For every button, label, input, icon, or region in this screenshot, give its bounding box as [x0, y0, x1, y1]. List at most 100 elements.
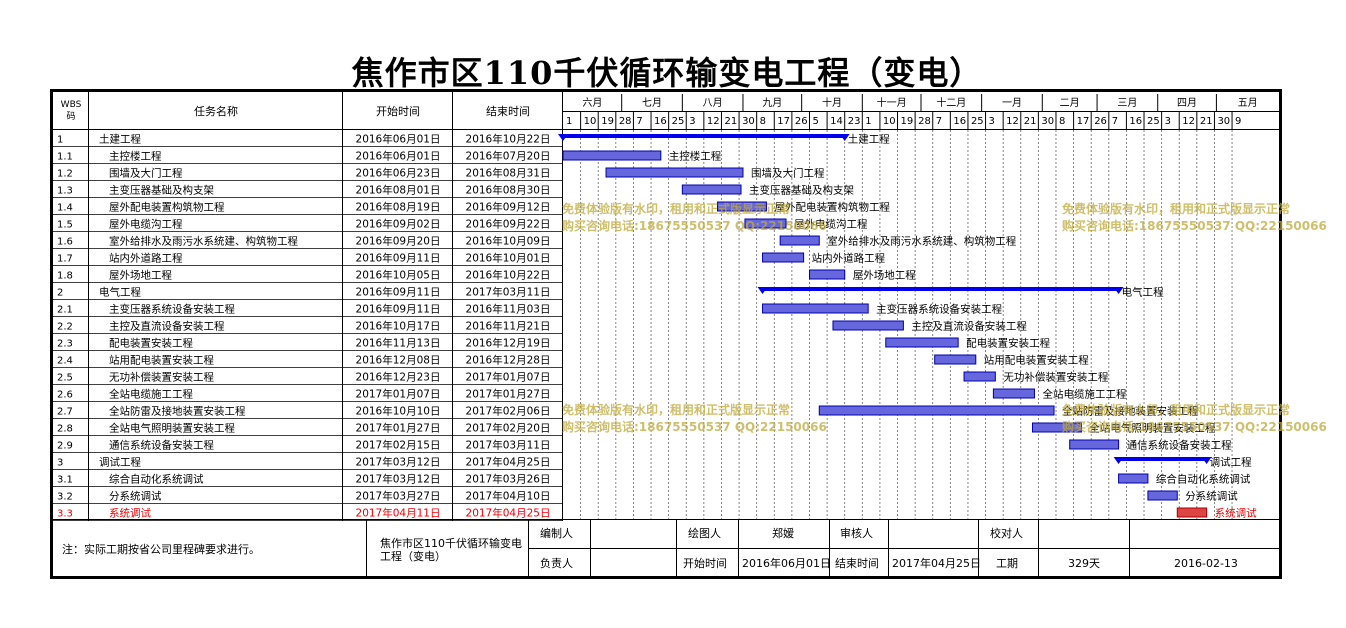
- week-tick-label: 16: [953, 116, 966, 127]
- month-label: 二月: [1060, 97, 1080, 109]
- task-name: 土建工程: [99, 133, 141, 146]
- bar-label: 主控及直流设备安装工程: [911, 320, 1027, 333]
- month-label: 三月: [1117, 97, 1137, 109]
- header-task-name: 任务名称: [194, 104, 238, 118]
- task-start: 2017年02月15日: [356, 439, 441, 452]
- gantt-frame: WBS 码任务名称 开始时间 结束时间 六月 七月 八月 九月 十月 十一月 十二月 一月 二月 三月 四月…: [50, 89, 1282, 579]
- task-name: 配电装置安装工程: [109, 337, 193, 350]
- task-name: 全站电气照明装置安装工程: [109, 422, 235, 435]
- task-name: 主变压器系统设备安装工程: [109, 303, 235, 316]
- task-bar: [832, 320, 904, 331]
- task-bar: [605, 167, 744, 178]
- week-tick-label: 16: [654, 116, 667, 127]
- bar-label: 全站防雷及接地装置安装工程: [1062, 405, 1199, 418]
- task-end: 2017年03月11日: [466, 286, 551, 299]
- week-tick-label: 9: [1235, 116, 1241, 127]
- task-name: 通信系统设备安装工程: [109, 439, 214, 452]
- drawer-label: 绘图人: [688, 527, 721, 540]
- task-start: 2017年01月27日: [356, 422, 441, 435]
- task-end: 2016年09月12日: [466, 201, 551, 214]
- task-bar: [1032, 422, 1082, 433]
- bar-label: 配电装置安装工程: [966, 337, 1050, 350]
- task-wbs: 2.5: [57, 373, 73, 384]
- task-bar: [681, 184, 742, 195]
- week-tick-label: 8: [1059, 116, 1065, 127]
- summary-bar: [762, 287, 1119, 291]
- month-label: 五月: [1238, 97, 1258, 109]
- task-wbs: 2.1: [57, 305, 73, 316]
- start-label: 开始时间: [683, 557, 727, 570]
- week-tick-label: 21: [724, 116, 737, 127]
- bar-label: 室外给排水及雨污水系统建、构筑物工程: [827, 235, 1016, 248]
- task-start: 2017年03月27日: [356, 490, 441, 503]
- task-wbs: 1: [57, 135, 63, 146]
- bar-label: 站内外道路工程: [812, 252, 886, 265]
- task-name: 全站防雷及接地装置安装工程: [109, 405, 246, 418]
- bar-label: 主控楼工程: [669, 150, 722, 163]
- week-tick-label: 7: [636, 116, 642, 127]
- footer-grid: [50, 519, 1282, 579]
- week-tick-label: 23: [848, 116, 861, 127]
- month-label: 十一月: [877, 96, 907, 109]
- task-name: 综合自动化系统调试: [109, 473, 204, 486]
- footer-table: 注：实际工期按省公司里程碑要求进行。 焦作市区110千伏循环输变电工程（变电） …: [50, 519, 1282, 579]
- week-tick-label: 25: [1147, 116, 1160, 127]
- task-end: 2016年11月21日: [466, 320, 551, 333]
- task-bar: [818, 405, 1055, 416]
- week-tick-label: 10: [584, 116, 597, 127]
- task-end: 2016年10月22日: [466, 269, 551, 282]
- bar-label: 调试工程: [1210, 457, 1252, 469]
- duration-value: 329天: [1068, 557, 1100, 570]
- task-wbs: 1.5: [57, 220, 73, 231]
- task-start: 2016年10月10日: [356, 405, 441, 418]
- task-end: 2016年10月09日: [466, 235, 551, 248]
- task-name: 屋外电缆沟工程: [109, 218, 183, 231]
- header-wbs-2: 码: [66, 111, 75, 122]
- date-value: 2016-02-13: [1174, 557, 1238, 570]
- task-bar: [762, 252, 805, 263]
- task-wbs: 2.2: [57, 322, 73, 333]
- week-tick-label: 3: [689, 116, 695, 127]
- month-label: 十二月: [936, 96, 966, 109]
- week-tick-label: 25: [971, 116, 984, 127]
- task-bar: [1118, 473, 1149, 484]
- task-start: 2016年09月20日: [356, 235, 441, 248]
- summary-end-cap: [1201, 457, 1212, 464]
- task-start: 2016年06月01日: [356, 150, 441, 163]
- duration-label: 工期: [996, 557, 1018, 570]
- week-tick-label: 28: [619, 116, 632, 127]
- task-bar: [992, 388, 1035, 399]
- task-wbs: 2.4: [57, 356, 73, 367]
- bar-label: 屋外场地工程: [853, 269, 916, 282]
- week-tick-label: 5: [812, 116, 818, 127]
- task-bar: [744, 218, 787, 229]
- task-wbs: 1.1: [57, 152, 73, 163]
- task-name: 系统调试: [109, 507, 151, 520]
- task-end: 2016年12月28日: [466, 354, 551, 367]
- task-start: 2016年12月23日: [356, 371, 441, 384]
- week-tick-label: 30: [1217, 116, 1230, 127]
- month-label: 九月: [762, 97, 782, 109]
- task-name: 电气工程: [99, 286, 141, 299]
- task-wbs: 3.2: [57, 492, 73, 503]
- task-end: 2016年07月20日: [466, 150, 551, 163]
- task-wbs: 2.6: [57, 390, 73, 401]
- bar-label: 综合自动化系统调试: [1156, 473, 1251, 486]
- month-label: 四月: [1177, 97, 1197, 109]
- week-tick-label: 19: [601, 116, 614, 127]
- task-end: 2017年04月25日: [466, 456, 551, 469]
- task-start: 2016年06月01日: [356, 133, 441, 146]
- week-tick-label: 7: [936, 116, 942, 127]
- bar-label: 主变压器基础及构支架: [749, 184, 854, 197]
- month-label: 十月: [822, 96, 842, 109]
- task-name: 屋外场地工程: [109, 269, 172, 282]
- bar-label: 分系统调试: [1185, 490, 1238, 503]
- task-start: 2016年09月02日: [356, 218, 441, 231]
- task-wbs: 1.2: [57, 169, 73, 180]
- summary-bar: [1118, 457, 1207, 461]
- task-name: 无功补偿装置安装工程: [109, 371, 214, 384]
- month-label: 七月: [642, 97, 662, 109]
- task-start: 2017年03月12日: [356, 456, 441, 469]
- bar-label: 围墙及大门工程: [751, 167, 825, 180]
- task-bar: [779, 235, 820, 246]
